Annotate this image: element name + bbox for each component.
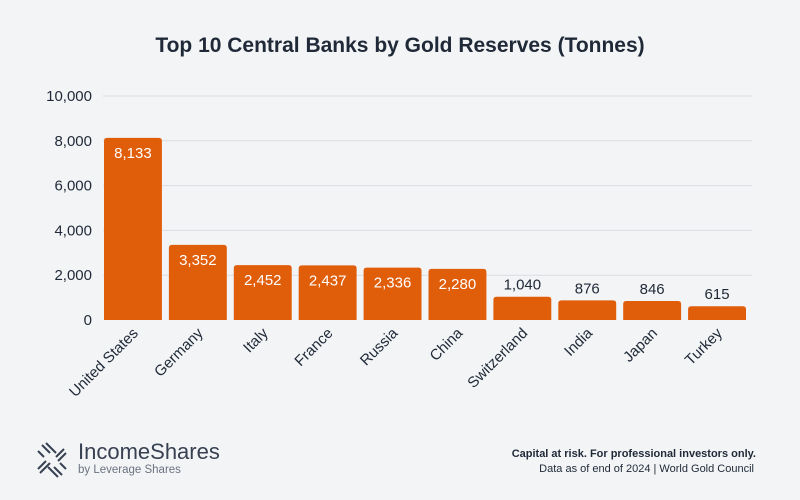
x-tick-label: Switzerland [464, 325, 531, 392]
chart-title: Top 10 Central Banks by Gold Reserves (T… [155, 34, 645, 57]
x-tick-label: United States [66, 325, 142, 401]
data-label: 2,336 [374, 275, 412, 292]
data-label: 3,352 [179, 252, 217, 269]
y-tick-label: 2,000 [54, 267, 92, 284]
x-tick-label: Russia [357, 324, 402, 369]
data-label: 1,040 [504, 277, 542, 294]
y-tick-label: 6,000 [54, 178, 92, 195]
data-label: 8,133 [114, 145, 152, 162]
x-tick-label: France [291, 325, 336, 370]
data-label: 615 [705, 286, 730, 303]
x-tick-label: Turkey [682, 324, 726, 368]
bar [428, 268, 487, 320]
brand-name: IncomeShares [78, 439, 220, 464]
data-label: 2,280 [439, 276, 477, 293]
brand-subtitle: by Leverage Shares [78, 464, 181, 476]
x-tick-label: India [561, 324, 596, 359]
data-label: 846 [640, 281, 665, 298]
bar [688, 306, 746, 320]
x-tick-label: Italy [240, 324, 272, 356]
incomeshares-logo-icon [37, 442, 67, 478]
bar [233, 265, 292, 320]
disclaimer: Capital at risk. For professional invest… [511, 448, 756, 460]
y-tick-label: 10,000 [46, 88, 92, 105]
bar [623, 301, 682, 320]
x-tick-label: Japan [620, 325, 661, 366]
x-tick-label: China [427, 324, 467, 364]
data-source: Data as of end of 2024 | World Gold Coun… [539, 463, 754, 475]
y-tick-label: 8,000 [54, 133, 92, 150]
bar [558, 300, 617, 320]
x-tick-label: Germany [151, 324, 207, 380]
data-label: 2,437 [309, 272, 347, 289]
y-tick-label: 0 [84, 312, 92, 329]
data-label: 876 [575, 280, 600, 297]
data-label: 2,452 [244, 272, 282, 289]
bar [298, 265, 357, 320]
bar [168, 244, 227, 320]
y-tick-label: 4,000 [54, 222, 92, 239]
bar [104, 137, 162, 320]
bar [493, 296, 552, 320]
bar [363, 267, 422, 320]
